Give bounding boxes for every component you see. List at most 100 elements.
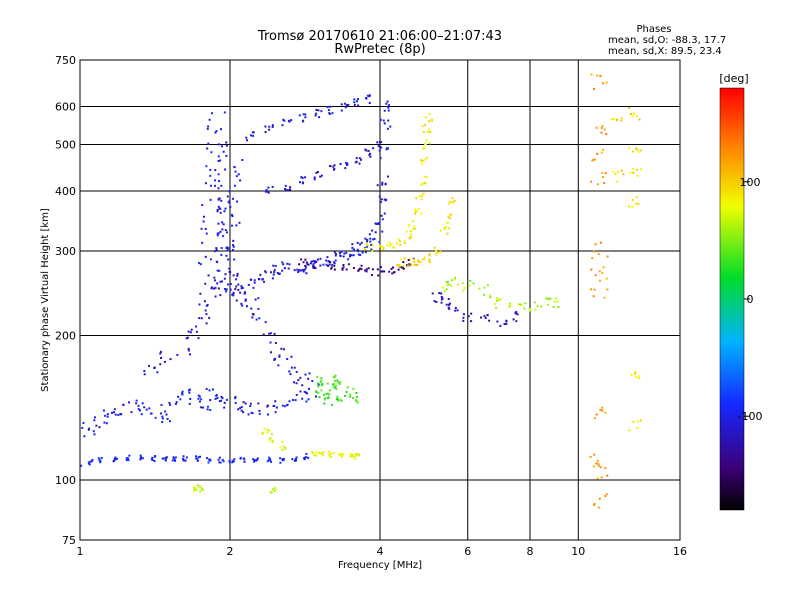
data-point-s8-p6-4 (287, 267, 290, 270)
data-point-s7-p8-2 (209, 174, 212, 177)
data-point-s14-p8-0 (557, 305, 560, 308)
data-point-s12-p2-3 (299, 181, 302, 184)
data-point-s3-p3-3 (197, 337, 200, 340)
data-point-s5-p1-5 (269, 437, 272, 440)
data-point-s2-p11-2 (197, 397, 200, 400)
data-point-s14-p7-3 (548, 298, 551, 301)
data-point-s14-p4-0 (493, 302, 496, 305)
data-point-s1-p3-3 (340, 455, 343, 458)
data-point-s8-p25-0 (389, 125, 392, 128)
x-tick-label-1: 1 (77, 545, 84, 558)
data-point-s2-p13-3 (212, 388, 215, 391)
colorbar-ticks: 100 0 -100 (738, 176, 763, 423)
data-point-s14-p7-4 (546, 297, 549, 300)
data-point-s3-p13-2 (251, 316, 254, 319)
x-tick-label-10: 10 (571, 545, 585, 558)
data-point-s2-p11-1 (198, 400, 201, 403)
data-point-s16-p6-3 (606, 288, 609, 291)
data-point-s10-p5-3 (408, 225, 411, 228)
data-point-s2-p9-2 (179, 398, 182, 401)
data-point-s2-p17-4 (244, 402, 247, 405)
data-point-s7-p16-4 (239, 179, 242, 182)
data-point-s10-p7-3 (415, 197, 418, 200)
data-point-s16-p5-0 (598, 270, 601, 273)
data-point-s17-p2-2 (632, 112, 635, 115)
data-point-s9-p4-2 (360, 264, 363, 267)
data-point-s7-p3-3 (214, 179, 217, 182)
data-point-s8-p16-0 (353, 248, 356, 251)
data-point-s8-p23-2 (381, 181, 384, 184)
data-point-s10-p11-0 (428, 128, 431, 131)
data-point-s7-p13-3 (215, 260, 218, 263)
data-point-s8-p20-2 (374, 222, 377, 225)
data-point-s4-p6-4 (334, 385, 337, 388)
data-point-s8-p7-4 (296, 268, 299, 271)
data-point-s17-p2-3 (638, 118, 641, 121)
data-point-s10-p4-1 (405, 230, 408, 233)
data-point-s4-p3-4 (323, 402, 326, 405)
data-point-s12-p8-3 (380, 146, 383, 149)
data-point-s15-p6-2 (516, 313, 519, 316)
data-point-s3-p9-3 (236, 274, 239, 277)
data-point-s3-p18-2 (304, 373, 307, 376)
data-point-s10-p0-3 (371, 243, 374, 246)
data-point-s0-p13-3 (228, 460, 231, 463)
data-point-s3-p10-1 (237, 283, 240, 286)
data-point-s13-p4-0 (315, 108, 318, 111)
data-point-s8-p15-5 (345, 251, 348, 254)
data-point-s12-p0-1 (267, 186, 270, 189)
data-point-s14-p5-4 (519, 303, 522, 306)
data-point-s13-p4-4 (318, 116, 321, 119)
data-point-s8-p14-2 (340, 250, 343, 253)
data-point-s7-p1-2 (216, 232, 219, 235)
data-point-s16-p8-2 (593, 453, 596, 456)
data-point-s7-p17-5 (234, 170, 237, 173)
data-point-s3-p3-2 (187, 330, 190, 333)
data-point-s1-p2-2 (328, 453, 331, 456)
data-point-s8-p20-1 (381, 230, 384, 233)
data-point-s7-p12-4 (233, 258, 236, 261)
data-point-s12-p7-4 (364, 148, 367, 151)
data-point-s10-p5-5 (413, 225, 416, 228)
data-point-s14-p8-2 (552, 305, 555, 308)
data-point-s0-p19-2 (305, 456, 308, 459)
data-point-s3-p16-5 (277, 364, 280, 367)
data-point-s0-p11-0 (206, 457, 209, 460)
data-point-s15-p3-0 (462, 316, 465, 319)
data-point-s4-p9-1 (356, 401, 359, 404)
data-point-s14-p8-5 (549, 297, 552, 300)
data-point-s2-p20-5 (294, 399, 297, 402)
data-point-s3-p1-0 (159, 350, 162, 353)
data-point-s16-p3-3 (601, 171, 604, 174)
data-point-s14-p7-2 (546, 304, 549, 307)
data-point-s1-p2-1 (328, 451, 331, 454)
x-tick-label-6: 6 (464, 545, 471, 558)
data-point-s10-p6-0 (414, 208, 417, 211)
data-point-s17-p6-1 (638, 375, 641, 378)
data-point-s8-p7-2 (297, 271, 300, 274)
x-tick-label-16: 16 (673, 545, 687, 558)
data-point-s0-p12-1 (219, 461, 222, 464)
data-point-s3-p15-4 (274, 357, 277, 360)
data-point-s0-p12-3 (218, 461, 221, 464)
data-point-s4-p9-4 (355, 400, 358, 403)
data-point-s8-p16-1 (357, 253, 360, 256)
data-point-s12-p7-1 (367, 149, 370, 152)
data-point-s14-p2-5 (469, 279, 472, 282)
data-point-s13-p1-4 (264, 131, 267, 134)
data-point-s10-p0-5 (371, 250, 374, 253)
data-point-s14-p5-2 (520, 303, 523, 306)
data-point-s9-p6-2 (377, 274, 380, 277)
data-point-s3-p6-5 (219, 294, 222, 297)
data-point-s15-p0-5 (440, 292, 443, 295)
data-point-s1-p4-4 (352, 456, 355, 459)
data-point-s11-p1-5 (407, 264, 410, 267)
data-point-s2-p20-2 (288, 400, 291, 403)
data-point-s16-p2-0 (602, 148, 605, 151)
data-point-s2-p4-5 (114, 413, 117, 416)
data-point-s0-p6-5 (153, 460, 156, 463)
data-point-s0-p18-3 (295, 456, 298, 459)
stats-heading: Phases (636, 24, 671, 35)
data-point-s0-p14-5 (239, 456, 242, 459)
data-point-s2-p3-4 (102, 409, 105, 412)
